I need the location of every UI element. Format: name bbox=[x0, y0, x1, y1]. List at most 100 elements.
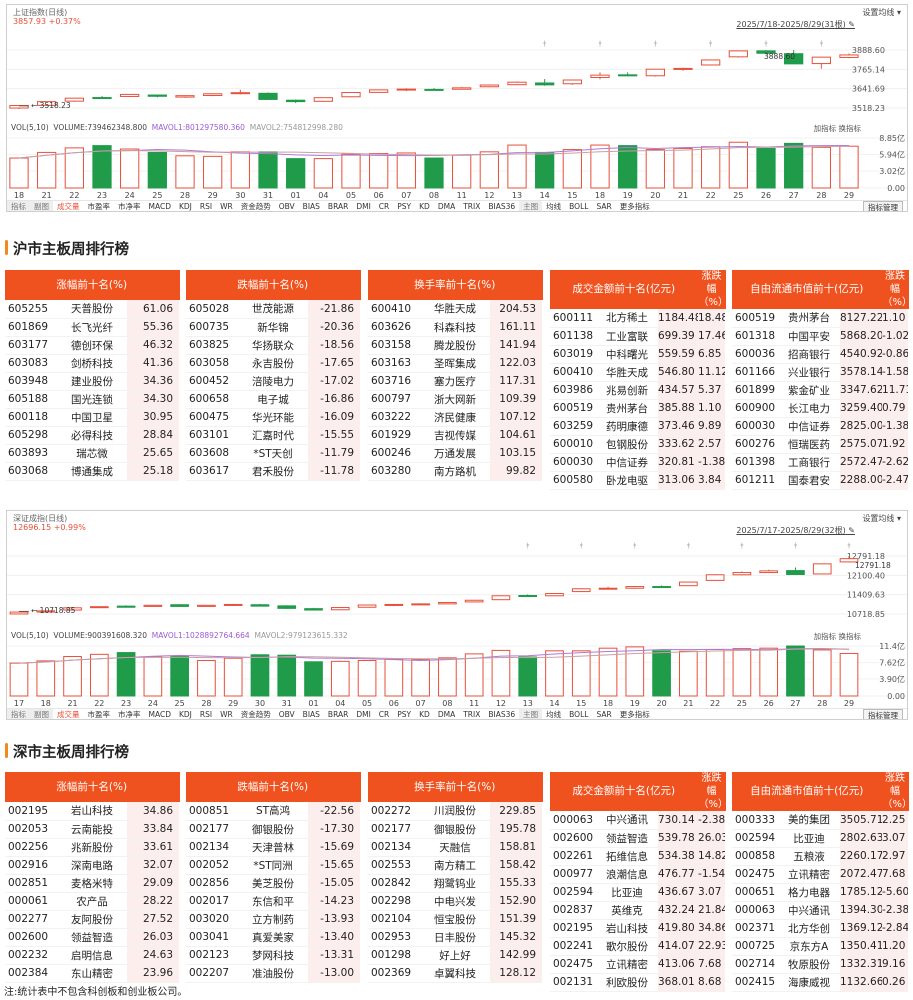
table-row[interactable]: 603626 科森科技 161.11 bbox=[368, 318, 543, 337]
indicator-tab[interactable]: TRIX bbox=[463, 710, 481, 719]
table-row[interactable]: 002177 御银股份 -17.30 bbox=[186, 820, 361, 839]
table-row[interactable]: 601869 长飞光纤 55.36 bbox=[5, 318, 180, 337]
table-row[interactable]: 600900 长江电力 3259.40 0.79 bbox=[732, 399, 909, 418]
table-row[interactable]: 000063 中兴通讯 730.14 -2.38 bbox=[550, 811, 726, 830]
table-row[interactable]: 002553 南方精工 158.42 bbox=[368, 856, 543, 875]
table-row[interactable]: 601211 国泰君安 2288.00 -2.47 bbox=[732, 471, 909, 490]
indicator-tab[interactable]: PSY bbox=[397, 710, 412, 719]
table-row[interactable]: 603893 瑞芯微 25.65 bbox=[5, 444, 180, 463]
indicator-tab[interactable]: 均线 bbox=[546, 710, 562, 719]
indicator-tab[interactable]: SAR bbox=[596, 202, 612, 211]
table-row[interactable]: 002195 岩山科技 34.86 bbox=[5, 802, 180, 821]
table-row[interactable]: 002369 卓翼科技 128.12 bbox=[368, 964, 543, 983]
table-row[interactable]: 600010 包钢股份 333.62 2.57 bbox=[550, 435, 726, 454]
indicator-tab[interactable]: 市净率 bbox=[118, 202, 141, 211]
indicator-tab[interactable]: RSI bbox=[199, 710, 213, 719]
indicator-tab[interactable]: BRAR bbox=[327, 202, 349, 211]
indicator-tab[interactable]: BIAS36 bbox=[488, 710, 516, 719]
table-row[interactable]: 603163 圣晖集成 122.03 bbox=[368, 354, 543, 373]
table-row[interactable]: 002714 牧原股份 1332.31 9.16 bbox=[732, 955, 909, 974]
indicator-tab[interactable]: 副图 bbox=[30, 201, 53, 211]
indicator-tab[interactable]: WR bbox=[220, 710, 233, 719]
table-row[interactable]: 002017 东信和平 -14.23 bbox=[186, 892, 361, 911]
table-row[interactable]: 002594 比亚迪 436.67 3.07 bbox=[550, 883, 726, 902]
table-row[interactable]: 603986 兆易创新 434.57 5.37 bbox=[550, 381, 726, 400]
indicator-tab[interactable]: BIAS bbox=[302, 710, 320, 719]
indicator-tab[interactable]: MACD bbox=[148, 710, 171, 719]
table-row[interactable]: 605188 国光连锁 34.30 bbox=[5, 390, 180, 409]
table-row[interactable]: 600519 贵州茅台 385.88 1.10 bbox=[550, 399, 726, 418]
indicator-tab[interactable]: DMI bbox=[356, 710, 371, 719]
table-row[interactable]: 002123 梦网科技 -13.31 bbox=[186, 946, 361, 965]
table-row[interactable]: 603177 德创环保 46.32 bbox=[5, 336, 180, 355]
table-row[interactable]: 600452 涪陵电力 -17.02 bbox=[186, 372, 361, 391]
indicator-tab[interactable]: 市净率 bbox=[118, 710, 141, 719]
sh-ma-setting-button[interactable]: 设置均线 ▾ bbox=[862, 8, 901, 17]
table-row[interactable]: 600580 卧龙电驱 313.06 3.84 bbox=[550, 471, 726, 490]
sz-indicator-tabs[interactable]: 指标 副图 成交量 市盈率 市净率 MACD KDJ RSI WR 资金趋势 OBV BIAS BRAR… bbox=[7, 708, 907, 719]
table-row[interactable]: 002851 麦格米特 29.09 bbox=[5, 874, 180, 893]
sh-indicator-tabs[interactable]: 指标 副图 成交量 市盈率 市净率 MACD KDJ RSI WR 资金趋势 OBV BIAS BRAR… bbox=[7, 200, 907, 211]
indicator-tab[interactable]: BIAS bbox=[302, 202, 320, 211]
indicator-tab[interactable]: DMI bbox=[356, 202, 371, 211]
table-row[interactable]: 002600 领益智造 26.03 bbox=[5, 928, 180, 947]
indicator-manage-button[interactable]: 指标管理 bbox=[863, 201, 903, 211]
indicator-tab[interactable]: 主图 bbox=[519, 201, 543, 211]
indicator-tab[interactable]: KDJ bbox=[178, 202, 192, 211]
table-row[interactable]: 002475 立讯精密 2072.47 7.68 bbox=[732, 865, 909, 884]
table-row[interactable]: 000858 五粮液 2260.17 2.97 bbox=[732, 847, 909, 866]
table-row[interactable]: 002277 友阿股份 27.52 bbox=[5, 910, 180, 929]
table-row[interactable]: 600519 贵州茅台 8127.22 1.10 bbox=[732, 309, 909, 328]
table-row[interactable]: 600036 招商银行 4540.92 -0.86 bbox=[732, 345, 909, 364]
indicator-tab[interactable]: TRIX bbox=[463, 202, 481, 211]
table-row[interactable]: 600475 华光环能 -16.09 bbox=[186, 408, 361, 427]
indicator-tab[interactable]: 市盈率 bbox=[87, 710, 111, 719]
table-row[interactable]: 002272 川润股份 229.85 bbox=[368, 802, 543, 821]
indicator-tab[interactable]: MACD bbox=[148, 202, 171, 211]
table-row[interactable]: 002384 东山精密 23.96 bbox=[5, 964, 180, 983]
indicator-tab[interactable]: BIAS36 bbox=[488, 202, 516, 211]
table-row[interactable]: 000651 格力电器 1785.12 -5.60 bbox=[732, 883, 909, 902]
table-row[interactable]: 601929 吉视传媒 104.61 bbox=[368, 426, 543, 445]
table-row[interactable]: 002916 深南电路 32.07 bbox=[5, 856, 180, 875]
indicator-tab[interactable]: CR bbox=[378, 202, 390, 211]
table-row[interactable]: 002232 启明信息 24.63 bbox=[5, 946, 180, 965]
indicator-tab[interactable]: PSY bbox=[397, 202, 412, 211]
table-row[interactable]: 002207 准油股份 -13.00 bbox=[186, 964, 361, 983]
table-row[interactable]: 001298 好上好 142.99 bbox=[368, 946, 543, 965]
table-row[interactable]: 002842 翔鹭钨业 155.33 bbox=[368, 874, 543, 893]
table-row[interactable]: 600030 中信证券 2825.00 -1.38 bbox=[732, 417, 909, 436]
indicator-tab[interactable]: KDJ bbox=[178, 710, 192, 719]
table-row[interactable]: 000063 中兴通讯 1394.30 -2.38 bbox=[732, 901, 909, 920]
table-row[interactable]: 605298 必得科技 28.84 bbox=[5, 426, 180, 445]
table-row[interactable]: 600735 新华锦 -20.36 bbox=[186, 318, 361, 337]
indicator-tab[interactable]: BOLL bbox=[569, 710, 589, 719]
table-row[interactable]: 002177 御银股份 195.78 bbox=[368, 820, 543, 839]
table-row[interactable]: 601166 兴业银行 3578.14 -1.58 bbox=[732, 363, 909, 382]
indicator-tab[interactable]: BOLL bbox=[569, 202, 589, 211]
table-row[interactable]: 601318 中国平安 5868.20 -1.02 bbox=[732, 327, 909, 346]
table-row[interactable]: 000061 农产品 28.22 bbox=[5, 892, 180, 911]
table-row[interactable]: 002052 *ST同洲 -15.65 bbox=[186, 856, 361, 875]
table-row[interactable]: 603280 南方路机 99.82 bbox=[368, 462, 543, 481]
sz-ma-setting-button[interactable]: 设置均线 ▾ bbox=[862, 514, 901, 523]
indicator-tab[interactable]: RSI bbox=[199, 202, 213, 211]
indicator-tab[interactable]: DMA bbox=[437, 202, 456, 211]
table-row[interactable]: 002131 利欧股份 368.01 8.68 bbox=[550, 973, 726, 992]
indicator-tab[interactable]: KD bbox=[419, 710, 430, 719]
sz-vol-indicator-buttons[interactable]: 加指标 换指标 bbox=[813, 632, 861, 641]
table-row[interactable]: 002298 中电兴发 152.90 bbox=[368, 892, 543, 911]
indicator-tab[interactable]: 资金趋势 bbox=[240, 202, 271, 211]
table-row[interactable]: 601398 工商银行 2572.47 -2.62 bbox=[732, 453, 909, 472]
table-row[interactable]: 603068 博通集成 25.18 bbox=[5, 462, 180, 481]
table-row[interactable]: 605028 世茂能源 -21.86 bbox=[186, 300, 361, 319]
table-row[interactable]: 002371 北方华创 1369.12 -2.84 bbox=[732, 919, 909, 938]
table-row[interactable]: 600111 北方稀土 1184.48 18.48 bbox=[550, 309, 726, 328]
table-row[interactable]: 600030 中信证券 320.81 -1.38 bbox=[550, 453, 726, 472]
indicator-tab[interactable]: 副图 bbox=[30, 709, 53, 719]
